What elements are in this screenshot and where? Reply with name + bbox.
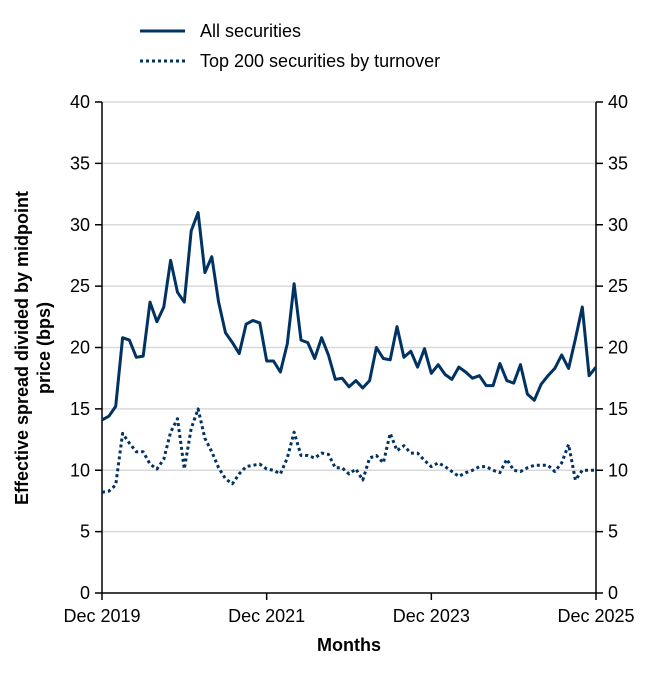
series-layer (101, 211, 598, 494)
y-tick-label-left: 25 (70, 276, 90, 296)
legend: All securities Top 200 securities by tur… (140, 21, 440, 71)
y-tick-label-right: 25 (608, 276, 628, 296)
y-tick-label-left: 15 (70, 399, 90, 419)
y-tick-label-left: 40 (70, 92, 90, 112)
y-tick-label-left: 20 (70, 338, 90, 358)
y-axis-label: Effective spread divided by midpoint pric… (12, 191, 54, 505)
legend-item-top-200: Top 200 securities by turnover (140, 51, 440, 71)
x-tick-label: Dec 2019 (63, 606, 140, 626)
y-tick-label-right: 35 (608, 153, 628, 173)
gridlines (102, 101, 596, 533)
x-axis-label: Months (317, 635, 381, 655)
series-line-dotted (101, 407, 596, 494)
y-tick-label-left: 30 (70, 215, 90, 235)
legend-item-all-securities: All securities (140, 21, 301, 41)
y-tick-label-left: 0 (80, 583, 90, 603)
legend-label: All securities (200, 21, 301, 41)
legend-label: Top 200 securities by turnover (200, 51, 440, 71)
y-tick-label-right: 10 (608, 460, 628, 480)
y-tick-label-right: 30 (608, 215, 628, 235)
y-tick-label-right: 0 (608, 583, 618, 603)
y-tick-label-left: 5 (80, 522, 90, 542)
y-tick-label-right: 5 (608, 522, 618, 542)
y-tick-label-right: 40 (608, 92, 628, 112)
y-tick-label-left: 35 (70, 153, 90, 173)
y-tick-label-left: 10 (70, 460, 90, 480)
x-tick-label: Dec 2023 (393, 606, 470, 626)
series-line-solid (101, 211, 598, 422)
axes: 0 0 5 5 10 10 15 15 20 20 25 25 30 30 35 35 40 40 Dec 2019… (63, 92, 634, 626)
y-tick-label-right: 20 (608, 338, 628, 358)
y-tick-label-right: 15 (608, 399, 628, 419)
x-tick-label: Dec 2025 (557, 606, 634, 626)
x-tick-label: Dec 2021 (228, 606, 305, 626)
